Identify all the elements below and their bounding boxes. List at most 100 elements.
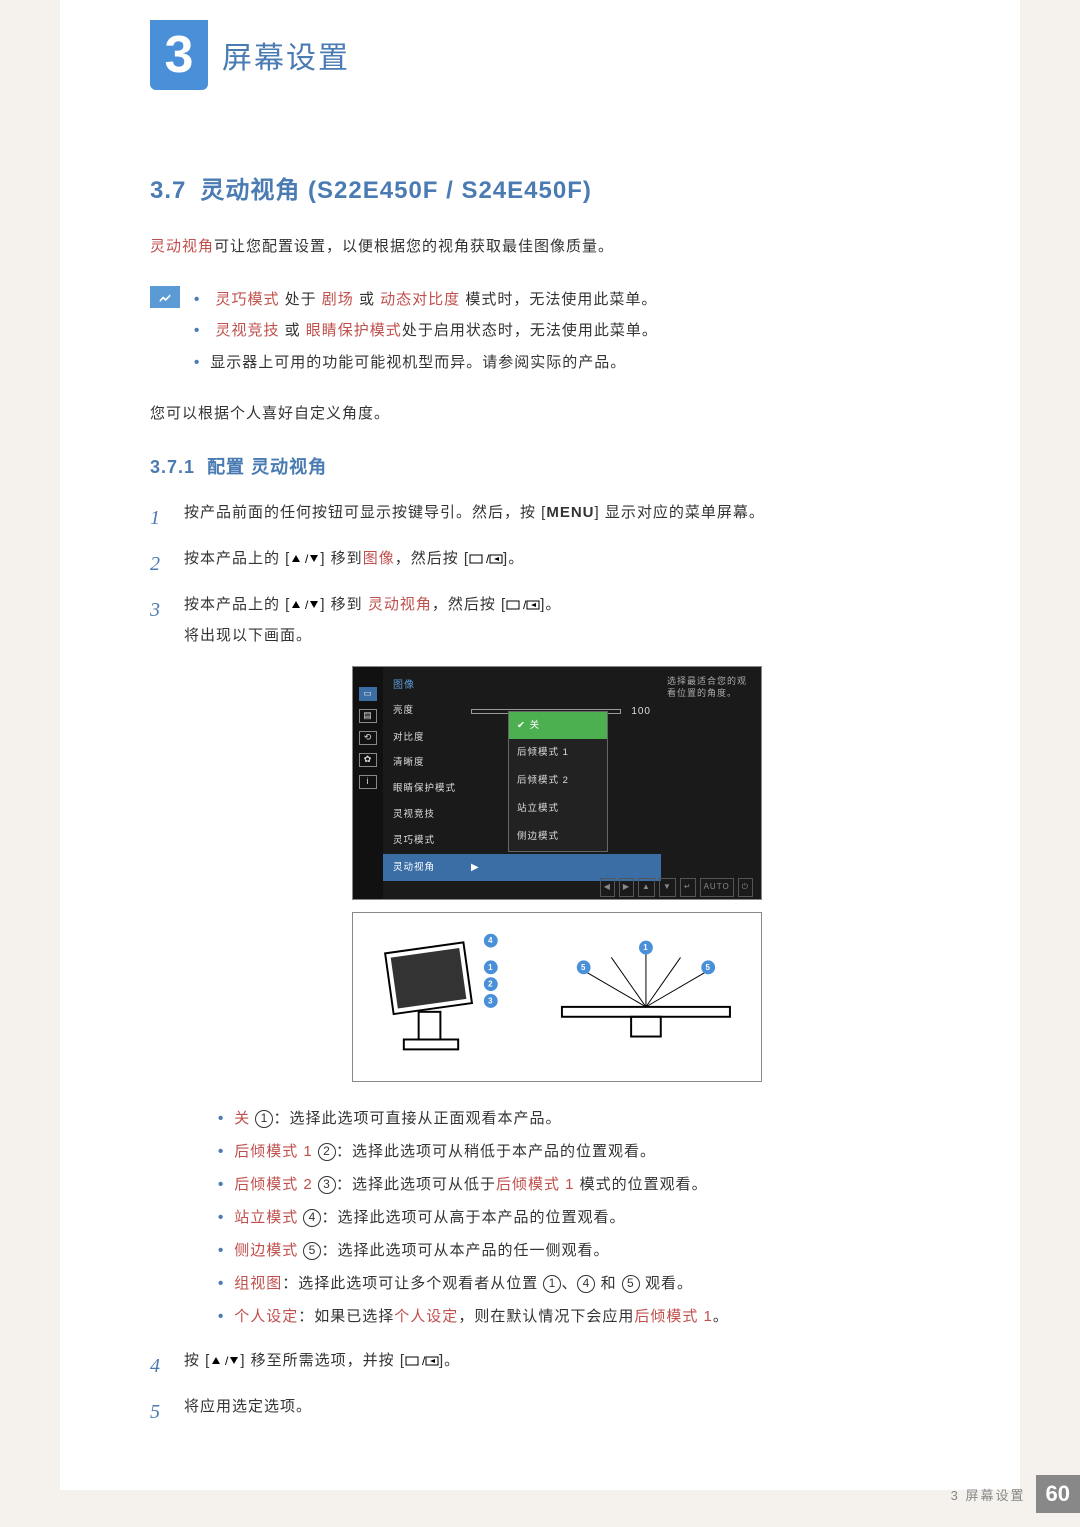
step-3: 3 按本产品上的 [/] 移到 灵动视角，然后按 [/]。 将出现以下画面。 ▭… (150, 589, 930, 1342)
mode-text: ：选择此选项可从高于本产品的位置观看。 (321, 1209, 625, 1226)
step-text: ]。 (439, 1352, 460, 1369)
note-text: 或 (354, 291, 380, 308)
osd-nav-icon: ▶ (619, 878, 634, 897)
osd-label: 眼睛保护模式 (393, 779, 465, 799)
note-accent: 动态对比度 (380, 291, 460, 308)
note-block: 灵巧模式 处于 剧场 或 动态对比度 模式时，无法使用此菜单。 灵视竞技 或 眼… (150, 284, 930, 379)
intro-accent: 灵动视角 (150, 238, 214, 255)
svg-text:/: / (305, 599, 309, 611)
mode-text: 观看。 (640, 1275, 693, 1292)
osd-arrow-icon: ▶ (471, 857, 480, 878)
svg-text:2: 2 (488, 980, 493, 989)
step-text: ，然后按 [ (395, 550, 469, 567)
mode-num: 4 (577, 1275, 595, 1293)
mode-item: 组视图：选择此选项可让多个观看者从位置 1、4 和 5 观看。 (218, 1267, 930, 1300)
note-accent: 灵巧模式 (215, 291, 279, 308)
customize-text: 您可以根据个人喜好自定义角度。 (150, 400, 930, 429)
mode-num: 5 (303, 1242, 321, 1260)
up-down-icon: / (290, 599, 320, 611)
section-title: 灵动视角 (S22E450F / S24E450F) (200, 177, 591, 204)
mode-text: ：选择此选项可从低于 (336, 1176, 496, 1193)
svg-text:/: / (225, 1355, 229, 1367)
mode-text: 。 (713, 1308, 729, 1325)
osd-nav-icon: ⏻ (738, 878, 753, 897)
note-item: 显示器上可用的功能可能视机型而异。请参阅实际的产品。 (194, 347, 658, 379)
menu-key: MENU (546, 504, 594, 521)
mode-name: 后倾模式 1 (234, 1143, 313, 1160)
step-text: 按本产品上的 [ (184, 550, 290, 567)
note-accent: 剧场 (322, 291, 354, 308)
mode-text: 和 (595, 1275, 621, 1292)
mode-text: 、 (561, 1275, 577, 1292)
step-5: 5 将应用选定选项。 (150, 1391, 930, 1433)
mode-accent: 后倾模式 1 (634, 1308, 713, 1325)
up-down-icon: / (290, 553, 320, 565)
note-accent: 灵视竞技 (215, 322, 279, 339)
step-text: ] 移到 (320, 550, 362, 567)
step-text: ，然后按 [ (432, 596, 506, 613)
note-text: 显示器上可用的功能可能视机型而异。请参阅实际的产品。 (210, 354, 626, 371)
angle-diagram: 4 1 2 3 5 1 5 (352, 912, 762, 1082)
osd-sub-item: 后倾模式 2 (509, 767, 607, 795)
mode-text: ：选择此选项可直接从正面观看本产品。 (273, 1110, 561, 1127)
mode-accent: 后倾模式 1 (496, 1176, 575, 1193)
osd-nav-bar: ◀▶▲▼↵AUTO⏻ (600, 878, 753, 897)
step-number: 3 (150, 589, 166, 1342)
note-text: 或 (279, 322, 305, 339)
step-2: 2 按本产品上的 [/] 移到图像，然后按 [/]。 (150, 543, 930, 585)
note-item: 灵巧模式 处于 剧场 或 动态对比度 模式时，无法使用此菜单。 (194, 284, 658, 316)
osd-tab-icon: i (359, 775, 377, 789)
page-footer: 3 屏幕设置 60 (951, 1475, 1080, 1513)
osd-tab-icon: ▤ (359, 709, 377, 723)
mode-num: 1 (543, 1275, 561, 1293)
enter-icon: / (506, 599, 540, 611)
mode-text: 模式的位置观看。 (574, 1176, 707, 1193)
mode-item: 侧边模式 5：选择此选项可从本产品的任一侧观看。 (218, 1234, 930, 1267)
mode-name: 站立模式 (234, 1209, 298, 1226)
mode-item: 站立模式 4：选择此选项可从高于本产品的位置观看。 (218, 1201, 930, 1234)
mode-item: 个人设定：如果已选择个人设定，则在默认情况下会应用后倾模式 1。 (218, 1300, 930, 1333)
osd-tab-icon: ⟲ (359, 731, 377, 745)
step-body: 按本产品上的 [/] 移到 灵动视角，然后按 [/]。 将出现以下画面。 ▭ ▤… (184, 589, 930, 1342)
osd-submenu: ✔ 关 后倾模式 1 后倾模式 2 站立模式 侧边模式 (508, 711, 608, 853)
step-text: 按本产品上的 [ (184, 596, 290, 613)
mode-text: ：选择此选项可从稍低于本产品的位置观看。 (336, 1143, 656, 1160)
step-4: 4 按 [/] 移至所需选项，并按 [/]。 (150, 1345, 930, 1387)
svg-text:/: / (305, 553, 309, 565)
osd-nav-icon: ▼ (659, 878, 676, 897)
step-text: ] 移到 (320, 596, 368, 613)
mode-num: 2 (318, 1143, 336, 1161)
osd-label: 灵巧模式 (393, 831, 465, 851)
step-text: 按 [ (184, 1352, 210, 1369)
subsection-number: 3.7.1 (150, 457, 195, 477)
step-text: ]。 (503, 550, 524, 567)
note-list: 灵巧模式 处于 剧场 或 动态对比度 模式时，无法使用此菜单。 灵视竞技 或 眼… (194, 284, 658, 379)
subsection-heading: 3.7.1 配置 灵动视角 (150, 453, 930, 479)
mode-item: 后倾模式 1 2：选择此选项可从稍低于本产品的位置观看。 (218, 1135, 930, 1168)
svg-text:3: 3 (488, 997, 493, 1006)
osd-label: 灵视竞技 (393, 805, 465, 825)
note-text: 模式时，无法使用此菜单。 (460, 291, 657, 308)
osd-tab-column: ▭ ▤ ⟲ ✿ i (353, 667, 383, 900)
osd-sub-label: 关 (530, 720, 541, 731)
osd-sub-item: 后倾模式 1 (509, 739, 607, 767)
chapter-header: 3 屏幕设置 (150, 20, 930, 90)
section-heading: 3.7灵动视角 (S22E450F / S24E450F) (150, 170, 930, 205)
step-accent: 图像 (363, 550, 395, 567)
mode-num: 1 (255, 1110, 273, 1128)
step-text: 按产品前面的任何按钮可显示按键导引。然后，按 (184, 504, 541, 521)
mode-item: 后倾模式 2 3：选择此选项可从低于后倾模式 1 模式的位置观看。 (218, 1168, 930, 1201)
osd-menu: ▭ ▤ ⟲ ✿ i 图像 亮度100 对比度 清晰度 眼睛保护模式 灵视竞技 灵… (352, 666, 762, 901)
svg-text:1: 1 (488, 963, 493, 972)
steps-list: 1 按产品前面的任何按钮可显示按键导引。然后，按 [MENU] 显示对应的菜单屏… (150, 497, 930, 1434)
step-text: ]。 (540, 596, 561, 613)
note-accent: 眼睛保护模式 (306, 322, 402, 339)
step-number: 1 (150, 497, 166, 539)
step-body: 按 [/] 移至所需选项，并按 [/]。 (184, 1345, 930, 1387)
osd-label: 亮度 (393, 701, 465, 721)
osd-label: 对比度 (393, 728, 465, 748)
osd-label: 灵动视角 (393, 858, 465, 878)
up-down-icon: / (210, 1355, 240, 1367)
mode-text: ：选择此选项可让多个观看者从位置 (282, 1275, 543, 1292)
osd-tab-icon: ✿ (359, 753, 377, 767)
